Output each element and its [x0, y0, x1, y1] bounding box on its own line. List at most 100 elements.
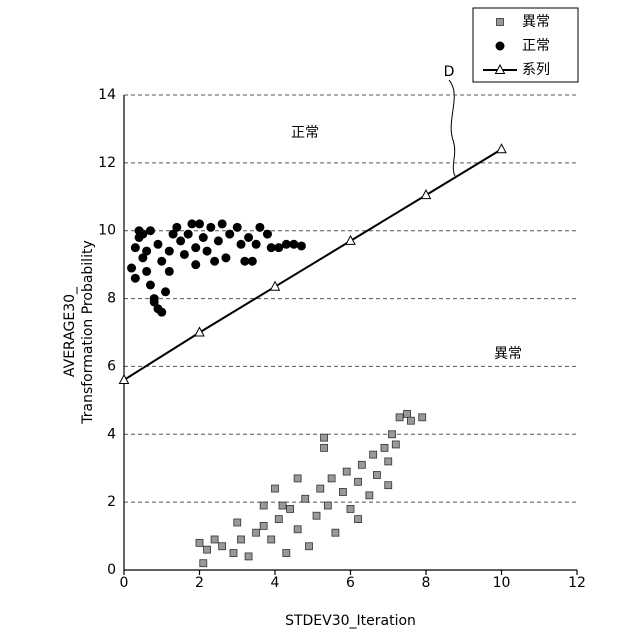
data-point	[238, 536, 245, 543]
data-point	[497, 144, 506, 153]
data-point	[210, 257, 219, 266]
y-axis-label: Transformation Probability	[80, 240, 96, 425]
data-point	[396, 414, 403, 421]
data-point	[381, 444, 388, 451]
data-point	[366, 492, 373, 499]
annotation: 異常	[494, 346, 522, 362]
data-point	[294, 475, 301, 482]
data-point	[328, 475, 335, 482]
data-point	[287, 505, 294, 512]
y-tick-label: 14	[98, 87, 116, 103]
data-point	[355, 478, 362, 485]
data-point	[150, 297, 159, 306]
data-point	[146, 226, 155, 235]
data-point	[142, 267, 151, 276]
data-point	[204, 546, 211, 553]
legend-marker	[497, 19, 504, 26]
data-point	[230, 550, 237, 557]
data-point	[153, 240, 162, 249]
data-point	[275, 516, 282, 523]
y-axis-label: AVERAGE30_	[62, 286, 78, 377]
data-point	[389, 431, 396, 438]
data-point	[385, 458, 392, 465]
data-point	[321, 434, 328, 441]
x-tick-label: 8	[422, 575, 431, 591]
data-point	[157, 308, 166, 317]
data-point	[324, 502, 331, 509]
data-point	[321, 444, 328, 451]
data-point	[221, 253, 230, 262]
annotation: D	[444, 64, 455, 80]
data-point	[165, 247, 174, 256]
data-point	[200, 560, 207, 567]
data-point	[233, 223, 242, 232]
y-tick-label: 12	[98, 155, 116, 171]
data-point	[260, 522, 267, 529]
x-tick-label: 2	[195, 575, 204, 591]
data-point	[260, 502, 267, 509]
data-point	[214, 236, 223, 245]
data-point	[191, 260, 200, 269]
data-point	[219, 543, 226, 550]
data-point	[358, 461, 365, 468]
data-point	[355, 516, 362, 523]
x-tick-label: 4	[271, 575, 280, 591]
data-point	[203, 247, 212, 256]
data-point	[176, 236, 185, 245]
data-point	[237, 240, 246, 249]
x-axis-label: STDEV30_Iteration	[285, 613, 416, 629]
data-point	[248, 257, 257, 266]
data-point	[347, 505, 354, 512]
data-point	[332, 529, 339, 536]
data-point	[279, 502, 286, 509]
data-point	[184, 230, 193, 239]
data-point	[161, 287, 170, 296]
series-line	[124, 149, 502, 380]
x-tick-label: 0	[120, 575, 129, 591]
y-tick-label: 4	[107, 426, 116, 442]
data-point	[263, 230, 272, 239]
annotation: 正常	[291, 125, 319, 141]
data-point	[289, 240, 298, 249]
y-tick-label: 8	[107, 291, 116, 307]
data-point	[196, 539, 203, 546]
data-point	[146, 281, 155, 290]
data-point	[373, 472, 380, 479]
data-point	[131, 243, 140, 252]
data-point	[272, 485, 279, 492]
data-point	[211, 536, 218, 543]
data-point	[244, 233, 253, 242]
data-point	[245, 553, 252, 560]
data-point	[370, 451, 377, 458]
data-point	[225, 230, 234, 239]
legend-label: 系列	[522, 62, 550, 78]
data-point	[127, 264, 136, 273]
data-point	[313, 512, 320, 519]
data-point	[252, 240, 261, 249]
data-point	[195, 219, 204, 228]
data-point	[120, 375, 129, 384]
data-point	[142, 247, 151, 256]
data-point	[385, 482, 392, 489]
data-point	[305, 543, 312, 550]
x-tick-label: 6	[346, 575, 355, 591]
legend-marker	[496, 42, 505, 51]
data-point	[407, 417, 414, 424]
y-tick-label: 6	[107, 358, 116, 374]
data-point	[339, 488, 346, 495]
data-point	[297, 241, 306, 250]
data-point	[317, 485, 324, 492]
data-point	[135, 226, 144, 235]
x-tick-label: 12	[568, 575, 586, 591]
data-point	[253, 529, 260, 536]
data-point	[268, 536, 275, 543]
data-point	[283, 550, 290, 557]
legend-label: 正常	[522, 38, 550, 54]
data-point	[180, 250, 189, 259]
data-point	[234, 519, 241, 526]
x-tick-label: 10	[493, 575, 511, 591]
data-point	[191, 243, 200, 252]
data-point	[302, 495, 309, 502]
y-tick-label: 10	[98, 223, 116, 239]
